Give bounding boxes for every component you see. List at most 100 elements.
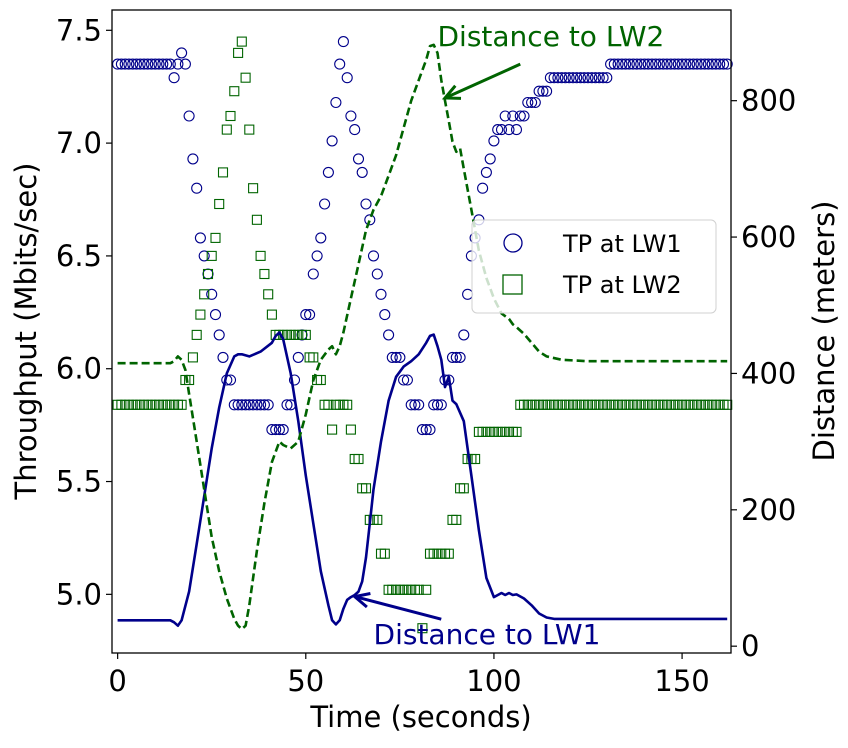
data-point bbox=[330, 96, 342, 109]
data-point bbox=[416, 424, 428, 436]
x-tick-label: 100 bbox=[466, 664, 521, 698]
data-point bbox=[209, 309, 222, 321]
distance-line bbox=[117, 331, 728, 627]
data-point bbox=[255, 250, 266, 261]
data-point bbox=[221, 124, 232, 135]
data-point bbox=[236, 36, 247, 47]
data-point bbox=[462, 288, 474, 300]
data-point bbox=[669, 58, 681, 70]
data-point bbox=[119, 58, 131, 70]
data-point bbox=[240, 399, 252, 411]
data-point bbox=[153, 58, 165, 70]
data-point bbox=[556, 72, 568, 84]
data-point bbox=[364, 214, 376, 226]
data-point bbox=[379, 548, 390, 559]
data-point bbox=[627, 58, 639, 70]
data-point bbox=[620, 58, 632, 70]
data-point bbox=[661, 58, 673, 70]
data-point bbox=[210, 232, 221, 243]
data-point bbox=[307, 268, 319, 280]
data-point bbox=[194, 232, 206, 244]
data-point bbox=[386, 351, 398, 363]
data-point bbox=[424, 424, 436, 436]
y-axis-label: Throughput (Mbits/sec) bbox=[9, 163, 43, 501]
data-point bbox=[217, 167, 229, 178]
data-point bbox=[236, 399, 248, 411]
data-point bbox=[202, 268, 214, 280]
data-point bbox=[635, 58, 647, 70]
y2-tick-label: 800 bbox=[741, 84, 796, 118]
data-point bbox=[206, 288, 218, 300]
data-point bbox=[183, 110, 195, 122]
x-tick-label: 0 bbox=[108, 664, 126, 698]
x-axis-label: Time (seconds) bbox=[309, 700, 531, 734]
data-point bbox=[259, 268, 270, 280]
data-point bbox=[251, 399, 263, 411]
data-point bbox=[695, 58, 707, 70]
data-point bbox=[217, 351, 229, 363]
data-point bbox=[262, 399, 274, 411]
data-point bbox=[612, 58, 624, 70]
data-point bbox=[665, 58, 677, 70]
data-point bbox=[413, 584, 424, 595]
data-point bbox=[529, 96, 541, 109]
data-point bbox=[319, 198, 331, 210]
data-point bbox=[281, 399, 293, 411]
data-point bbox=[191, 329, 202, 340]
data-point bbox=[263, 289, 274, 300]
data-point bbox=[323, 399, 334, 410]
data-point bbox=[357, 483, 368, 494]
data-point bbox=[228, 399, 240, 411]
data-point bbox=[571, 72, 583, 84]
data-point bbox=[179, 58, 191, 70]
data-point bbox=[605, 58, 617, 70]
data-point bbox=[507, 110, 519, 122]
data-point bbox=[623, 58, 635, 70]
data-point bbox=[484, 153, 496, 165]
data-point bbox=[383, 329, 395, 341]
data-point bbox=[371, 268, 383, 280]
data-point bbox=[176, 399, 187, 410]
data-point bbox=[593, 72, 605, 84]
data-point bbox=[680, 58, 692, 70]
data-point bbox=[352, 153, 365, 165]
data-point bbox=[589, 72, 602, 84]
data-point bbox=[327, 424, 338, 435]
data-point bbox=[229, 86, 240, 97]
annotation-arrowhead-1 bbox=[351, 592, 371, 609]
series-layer bbox=[112, 36, 733, 634]
data-point bbox=[233, 47, 244, 58]
data-point bbox=[431, 399, 444, 411]
data-point bbox=[413, 399, 425, 411]
data-point bbox=[446, 351, 459, 363]
data-point bbox=[304, 352, 315, 363]
data-point bbox=[360, 198, 372, 210]
x-tick-label: 50 bbox=[287, 664, 324, 698]
data-point bbox=[650, 58, 662, 70]
data-point bbox=[518, 110, 530, 122]
y2-axis-label: Distance (meters) bbox=[807, 201, 841, 462]
data-point bbox=[435, 399, 447, 411]
data-point bbox=[161, 58, 173, 70]
data-point bbox=[721, 58, 733, 70]
data-point bbox=[676, 58, 688, 70]
data-point bbox=[417, 623, 428, 634]
data-point bbox=[495, 124, 508, 136]
legend-marker-lw1 bbox=[503, 233, 523, 253]
y2-tick-label: 600 bbox=[741, 220, 796, 254]
data-point bbox=[360, 483, 372, 494]
data-point bbox=[526, 96, 538, 109]
data-point bbox=[270, 424, 282, 436]
series-0 bbox=[112, 36, 733, 436]
annotation-label-1: Distance to LW1 bbox=[374, 618, 601, 651]
data-point bbox=[198, 250, 210, 262]
data-point bbox=[608, 58, 620, 70]
data-point bbox=[488, 135, 500, 147]
data-point bbox=[184, 374, 195, 386]
data-point bbox=[164, 58, 176, 70]
data-point bbox=[225, 110, 236, 122]
data-point bbox=[322, 166, 334, 178]
data-point bbox=[428, 399, 440, 411]
data-point bbox=[421, 584, 432, 595]
data-point bbox=[541, 85, 553, 97]
